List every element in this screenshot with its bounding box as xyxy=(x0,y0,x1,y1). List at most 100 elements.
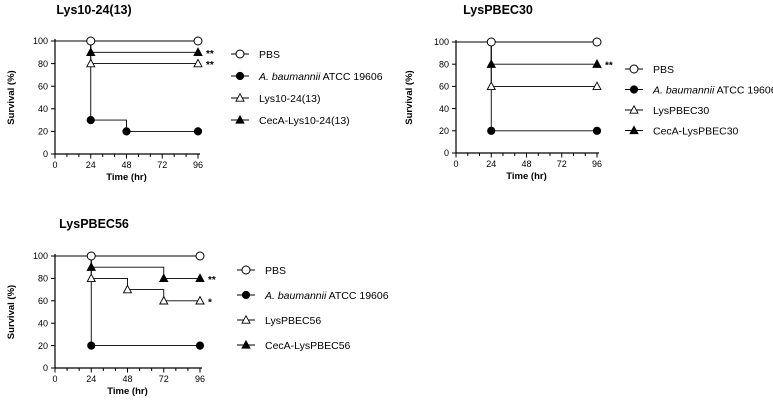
data-point-series-1 xyxy=(86,36,96,46)
y-tick-label: 0 xyxy=(43,149,48,159)
significance-label: ** xyxy=(605,61,613,72)
y-tick-label: 80 xyxy=(439,59,449,69)
legend-marker xyxy=(235,114,245,124)
legend-entry-3: LysPBEC56 xyxy=(237,315,321,327)
y-tick-label: 40 xyxy=(439,104,449,114)
y-axis-label: Survival (%) xyxy=(6,285,17,339)
data-point-series-4 xyxy=(195,273,205,283)
legend-entry-3: Lys10-24(13) xyxy=(231,93,320,105)
legend-label-species: A. baumannii xyxy=(264,290,327,302)
x-axis-label: Time (hr) xyxy=(106,172,146,183)
legend-marker xyxy=(629,125,639,135)
legend-marker xyxy=(235,49,245,59)
legend-label: A. baumannii ATCC 19606 xyxy=(258,71,383,83)
y-tick-label: 20 xyxy=(38,127,48,137)
data-point-series-3 xyxy=(122,284,133,294)
data-point-series-2 xyxy=(487,126,496,135)
legend-marker xyxy=(629,104,639,114)
legend-label-strain: ATCC 19606 xyxy=(320,71,382,83)
data-point-series-2 xyxy=(122,127,131,136)
data-point-series-3 xyxy=(85,58,96,68)
data-point-series-2 xyxy=(195,341,205,350)
legend-entry-4: CecA-LysPBEC56 xyxy=(237,340,351,352)
data-point-series-3 xyxy=(193,58,203,68)
legend-label: A. baumannii ATCC 19606 xyxy=(652,84,773,96)
x-tick-label: 48 xyxy=(122,374,132,384)
data-point-series-3 xyxy=(86,273,97,283)
legend-marker xyxy=(235,71,245,81)
x-tick-label: 0 xyxy=(52,374,57,384)
legend-marker xyxy=(241,265,251,275)
data-point-series-1 xyxy=(592,37,602,47)
significance-label: ** xyxy=(206,49,214,60)
data-point-series-3 xyxy=(592,81,602,91)
x-axis-label: Time (hr) xyxy=(506,171,546,182)
significance-label: ** xyxy=(208,275,216,286)
significance-label: ** xyxy=(206,60,214,71)
legend-entry-3: LysPBEC30 xyxy=(625,105,709,117)
x-tick-label: 24 xyxy=(86,160,96,170)
legend-label-strain: ATCC 19606 xyxy=(714,84,773,96)
y-tick-label: 0 xyxy=(43,363,48,373)
series-line-4 xyxy=(456,41,597,65)
y-tick-label: 100 xyxy=(434,37,449,47)
x-tick-label: 0 xyxy=(52,160,57,170)
legend-label: CecA-LysPBEC56 xyxy=(265,340,351,352)
x-tick-label: 24 xyxy=(486,159,496,169)
legend-entry-4: CecA-LysPBEC30 xyxy=(625,125,739,137)
data-point-series-1 xyxy=(193,36,203,46)
y-tick-label: 40 xyxy=(38,318,48,328)
legend-marker xyxy=(235,92,245,102)
y-tick-label: 60 xyxy=(38,296,48,306)
legend-entry-1: PBS xyxy=(237,265,286,277)
x-tick-label: 96 xyxy=(195,374,205,384)
data-point-series-2 xyxy=(87,341,96,350)
legend-marker xyxy=(241,314,251,324)
significance-label: * xyxy=(208,297,212,308)
legend-label: CecA-LysPBEC30 xyxy=(653,125,739,137)
x-tick-label: 24 xyxy=(86,374,96,384)
panel-title: Lys10-24(13) xyxy=(56,3,131,17)
legend-entry-1: PBS xyxy=(231,49,280,61)
panel-title: LysPBEC56 xyxy=(59,217,129,231)
data-point-series-3 xyxy=(158,295,169,305)
data-point-series-4 xyxy=(486,59,497,68)
data-point-series-4 xyxy=(85,47,96,56)
y-axis-label: Survival (%) xyxy=(404,70,415,124)
legend-marker xyxy=(241,290,251,300)
legend-entry-2: A. baumannii ATCC 19606 xyxy=(231,71,383,83)
data-point-series-1 xyxy=(195,251,205,261)
data-point-series-4 xyxy=(592,59,602,68)
x-tick-label: 72 xyxy=(557,159,567,169)
data-point-series-4 xyxy=(86,262,97,271)
survival-panel-1: Lys10-24(13) 0 20 40 60 80 100 0 24 48 72 96 Time (h… xyxy=(6,3,383,183)
legend-marker xyxy=(629,64,639,74)
legend-entry-2: A. baumannii ATCC 19606 xyxy=(237,290,389,302)
x-tick-label: 96 xyxy=(193,160,203,170)
x-tick-label: 72 xyxy=(157,160,167,170)
survival-panel-3: LysPBEC56 0 20 40 60 80 100 0 24 48 72 96 Time (hr) S… xyxy=(6,217,389,397)
data-point-series-2 xyxy=(592,126,602,135)
legend-label: LysPBEC56 xyxy=(265,315,321,327)
legend-entry-2: A. baumannii ATCC 19606 xyxy=(625,84,773,96)
data-point-series-2 xyxy=(86,116,95,125)
legend-label: CecA-Lys10-24(13) xyxy=(259,115,350,127)
legend-entry-4: CecA-Lys10-24(13) xyxy=(231,115,350,127)
legend-label-species: A. baumannii xyxy=(258,71,321,83)
y-tick-label: 20 xyxy=(38,341,48,351)
y-tick-label: 60 xyxy=(439,82,449,92)
data-point-series-4 xyxy=(158,273,169,283)
data-point-series-2 xyxy=(193,127,203,136)
x-tick-label: 0 xyxy=(453,159,458,169)
legend-label: LysPBEC30 xyxy=(653,105,709,117)
legend-label-strain: ATCC 19606 xyxy=(326,290,388,302)
survival-panel-2: LysPBEC30 0 20 40 60 80 100 0 24 48 72 96 Time (hr) S… xyxy=(404,3,773,182)
y-tick-label: 100 xyxy=(33,36,48,46)
legend-label: PBS xyxy=(653,64,674,76)
series-line-4 xyxy=(55,255,200,279)
series-line-2 xyxy=(55,40,198,132)
x-axis-label: Time (hr) xyxy=(107,386,147,397)
data-point-series-3 xyxy=(486,81,497,91)
legend-marker xyxy=(629,85,639,94)
